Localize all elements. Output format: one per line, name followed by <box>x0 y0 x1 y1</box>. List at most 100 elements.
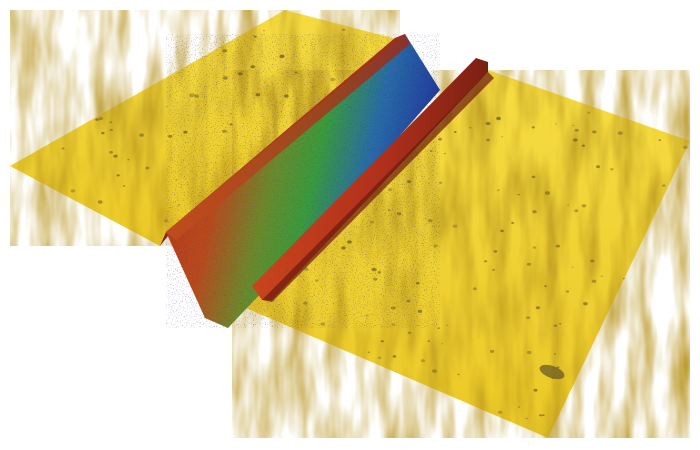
small-ridge <box>252 58 488 300</box>
surface-speckle <box>417 309 423 313</box>
surface-speckle <box>97 200 103 204</box>
surface-speckle <box>373 277 378 281</box>
right-surface-plane <box>232 70 690 438</box>
surface-speckle <box>497 410 503 414</box>
surface-speckle <box>432 369 437 373</box>
surface-speckle <box>497 189 500 192</box>
surface-speckle <box>542 414 545 417</box>
surface-speckle <box>581 204 587 208</box>
surface-speckle <box>485 121 491 126</box>
surface-speckle <box>402 161 405 164</box>
surface-speckle <box>95 118 99 121</box>
surface-speckle <box>396 212 402 216</box>
surface-speckle <box>429 150 433 152</box>
surface-speckle <box>139 133 144 137</box>
surface-speckle <box>590 259 595 263</box>
surface-speckle <box>113 154 118 158</box>
surface-speckle <box>610 168 614 171</box>
surface-speckle <box>559 322 562 325</box>
surface-speckle <box>70 189 76 193</box>
surface-speckle <box>490 349 495 353</box>
surface-speckle <box>286 270 290 273</box>
surface-speckle <box>567 204 570 206</box>
surface-speckle <box>587 111 591 114</box>
surface-speckle <box>511 221 514 224</box>
surface-speckle <box>539 414 543 417</box>
surface-speckle <box>572 124 575 127</box>
surface-speckle <box>556 366 560 369</box>
surface-speckle <box>533 388 538 392</box>
surface-speckle <box>116 174 120 177</box>
surface-speckle <box>532 210 537 214</box>
surface-speckle <box>531 126 535 129</box>
surface-speckle <box>622 277 625 280</box>
surface-speckle <box>517 193 520 196</box>
surface-speckle <box>544 285 547 288</box>
surface-speckle <box>554 353 556 355</box>
surface-speckle <box>600 275 603 277</box>
surface-speckle <box>574 128 579 132</box>
surface-speckle <box>573 138 578 142</box>
surface-speckle <box>253 35 257 38</box>
surface-speckle <box>571 266 574 268</box>
surface-speckle <box>492 269 495 271</box>
surface-speckle <box>535 306 541 310</box>
surface-speckle <box>145 166 150 170</box>
surface-speckle <box>531 175 536 179</box>
surface-speckle <box>315 279 319 282</box>
surface-speckle <box>330 77 336 82</box>
surface-speckle <box>177 204 180 206</box>
surface-speckle <box>486 138 491 142</box>
surface-speckle <box>473 287 477 291</box>
surface-speckle <box>468 126 472 129</box>
surface-speckle <box>433 130 435 133</box>
surface-speckle <box>175 179 178 181</box>
surface-speckle <box>284 94 289 98</box>
surface-speckle <box>369 220 374 224</box>
surface-speckle <box>222 129 227 133</box>
surface-speckle <box>123 185 126 187</box>
surface-speckle <box>98 117 103 121</box>
surface-speckle <box>380 340 384 343</box>
surface-speckle <box>407 180 412 184</box>
surface-speckle <box>551 377 554 380</box>
surface-speckle <box>341 246 346 250</box>
surface-speckle <box>392 355 397 358</box>
surface-speckle <box>163 219 169 223</box>
surface-speckle <box>596 165 600 169</box>
surface-speckle <box>443 152 446 155</box>
surface-speckles <box>61 28 688 420</box>
surface-speckle <box>194 94 199 98</box>
surface-speckle <box>532 246 537 249</box>
left-surface-plane <box>10 10 400 246</box>
surface-speckle <box>617 131 623 135</box>
surface-speckle <box>109 121 113 124</box>
surface-speckle <box>526 262 532 266</box>
surface-speckle <box>61 147 65 150</box>
surface-speckle <box>441 343 444 345</box>
surface-speckle <box>525 417 528 420</box>
surface-speckle <box>457 373 460 376</box>
surface-speckle <box>377 271 382 274</box>
surface-speckle <box>373 175 378 178</box>
surface-speckle <box>592 130 597 134</box>
surface-speckle <box>387 209 391 211</box>
surface-speckle <box>501 136 504 138</box>
surface-speckle <box>438 181 443 184</box>
surface-speckle <box>371 267 377 272</box>
surface-speckle <box>554 123 557 125</box>
surface-speckle <box>544 191 551 195</box>
surface-speckle <box>427 340 430 342</box>
surface-speckle <box>555 244 560 248</box>
small-ridge-shadow <box>262 72 494 302</box>
surface-speckle <box>222 49 228 53</box>
surface-speckle <box>658 139 661 142</box>
surface-speckle <box>279 54 285 59</box>
surface-speckle <box>433 244 438 248</box>
surface-speckle <box>662 184 666 187</box>
surface-speckle <box>229 123 233 126</box>
surface-speckle <box>222 76 228 80</box>
surface-speckle <box>526 350 532 355</box>
surface-speckle <box>446 324 448 326</box>
surface-speckle <box>574 209 579 213</box>
